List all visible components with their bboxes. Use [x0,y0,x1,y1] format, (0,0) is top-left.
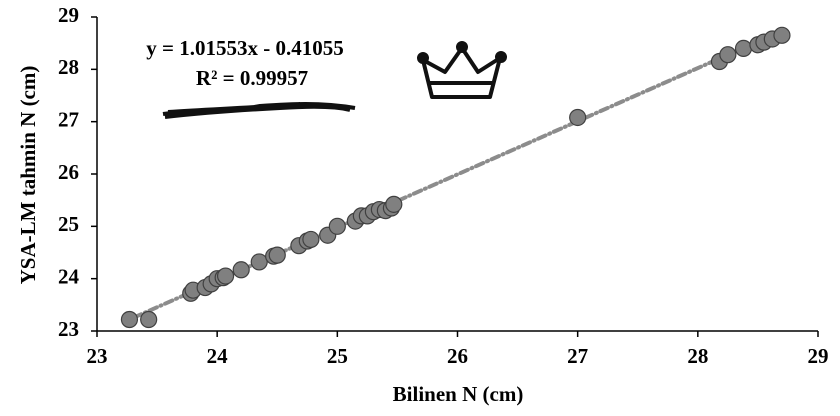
x-axis-label: Bilinen N (cm) [393,382,524,406]
y-tick-label: 28 [58,55,79,79]
data-point [570,109,586,125]
data-point [774,27,790,43]
x-tick-label: 28 [687,344,708,368]
chart: Bilinen N (cm) YSA-LM tahmin N (cm) y = … [0,0,840,416]
y-tick-label: 27 [58,107,79,131]
data-point [121,311,137,327]
x-tick-label: 24 [207,344,229,368]
x-tick-label: 29 [808,344,829,368]
data-point [233,262,249,278]
crown-icon [419,43,505,97]
x-tick-label: 23 [87,344,108,368]
data-point [269,247,285,263]
x-tick-label: 27 [567,344,588,368]
y-tick-label: 25 [58,212,79,236]
r-squared: R² = 0.99957 [196,66,308,90]
data-point [386,196,402,212]
data-point [720,47,736,63]
x-tick-label: 25 [327,344,348,368]
scribble [163,104,355,117]
x-tick-label: 26 [447,344,468,368]
equation: y = 1.01553x - 0.41055 [146,36,343,60]
y-axis-label: YSA-LM tahmin N (cm) [16,66,40,285]
data-point [303,231,319,247]
y-tick-label: 29 [58,3,79,27]
data-point [251,254,267,270]
data-point [735,40,751,56]
y-tick-label: 24 [58,264,80,288]
y-tick-label: 26 [58,160,79,184]
data-point [329,218,345,234]
data-point [141,311,157,327]
data-point [218,268,234,284]
y-tick-label: 23 [58,317,79,341]
